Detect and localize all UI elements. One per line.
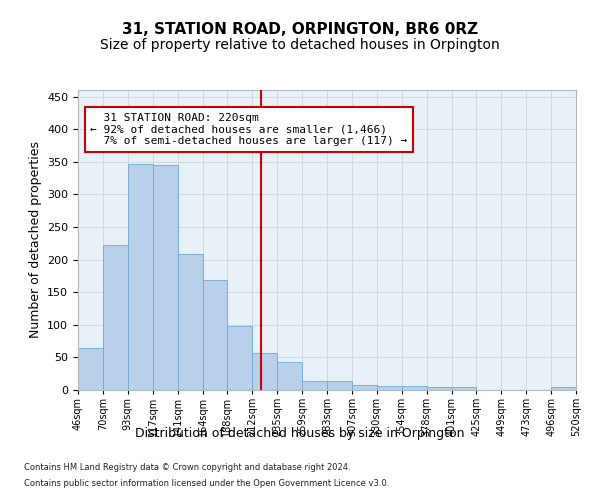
Text: 31 STATION ROAD: 220sqm
← 92% of detached houses are smaller (1,466)
  7% of sem: 31 STATION ROAD: 220sqm ← 92% of detache… [91, 113, 408, 146]
Text: Contains HM Land Registry data © Crown copyright and database right 2024.: Contains HM Land Registry data © Crown c… [24, 464, 350, 472]
Text: Size of property relative to detached houses in Orpington: Size of property relative to detached ho… [100, 38, 500, 52]
Bar [203, 280, 227, 390]
Bar [452, 388, 476, 390]
Bar [352, 385, 377, 390]
Bar [78, 348, 103, 390]
Bar [402, 386, 427, 390]
Bar [551, 388, 576, 390]
Bar [152, 165, 178, 390]
Bar [377, 386, 402, 390]
Bar [253, 353, 277, 390]
Text: Distribution of detached houses by size in Orpington: Distribution of detached houses by size … [135, 428, 465, 440]
Bar [178, 254, 203, 390]
Bar [277, 362, 302, 390]
Bar [128, 164, 153, 390]
Y-axis label: Number of detached properties: Number of detached properties [29, 142, 41, 338]
Text: 31, STATION ROAD, ORPINGTON, BR6 0RZ: 31, STATION ROAD, ORPINGTON, BR6 0RZ [122, 22, 478, 38]
Bar [327, 381, 352, 390]
Bar [227, 326, 253, 390]
Text: Contains public sector information licensed under the Open Government Licence v3: Contains public sector information licen… [24, 478, 389, 488]
Bar [427, 386, 452, 390]
Bar [302, 381, 327, 390]
Bar [103, 245, 128, 390]
